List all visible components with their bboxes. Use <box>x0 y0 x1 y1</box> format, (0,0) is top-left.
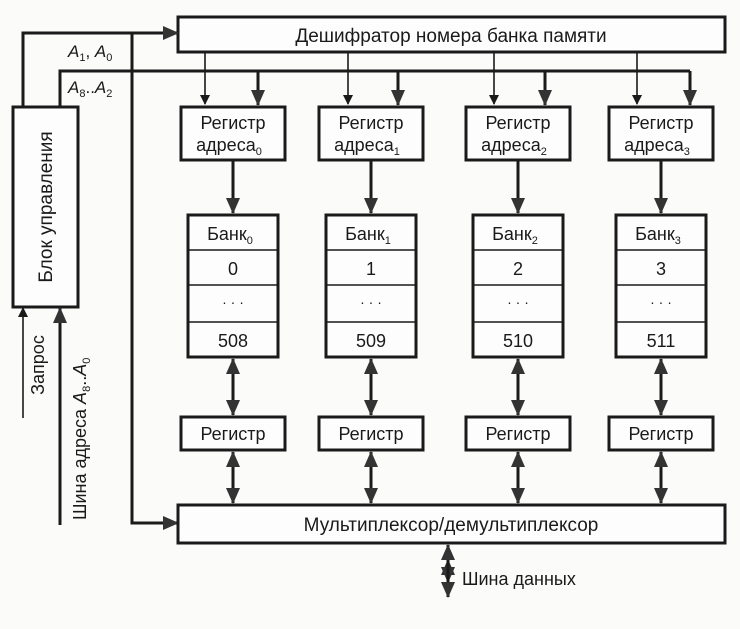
bank-label: Банк2 <box>492 224 538 247</box>
bank-ellipsis-cell: · · · <box>507 294 529 310</box>
a8a2-bus-line <box>58 69 690 107</box>
bank-box <box>324 213 418 359</box>
a1a0-line <box>21 26 179 107</box>
address-register-label: Регистр <box>485 113 550 133</box>
data-register-label: Регистр <box>200 424 265 444</box>
bank-last-cell: 511 <box>647 331 676 351</box>
bank-first-cell: 2 <box>513 259 523 279</box>
address-register-sublabel: адреса1 <box>334 135 400 158</box>
mux-label: Мультиплексор/демультиплексор <box>304 515 599 536</box>
control-block-box <box>11 105 80 309</box>
address-register-label: Регистр <box>200 113 265 133</box>
data-register-label: Регистр <box>485 424 550 444</box>
decoder-label: Дешифратор номера банка памяти <box>295 26 606 47</box>
bank-last-cell: 510 <box>503 331 533 351</box>
data-register-box <box>607 415 715 452</box>
bank-first-cell: 1 <box>366 259 376 279</box>
control-to-mux-line <box>130 33 179 530</box>
bank-first-cell: 3 <box>656 259 666 279</box>
data-register-label: Регистр <box>338 424 403 444</box>
data-register-label: Регистр <box>628 424 693 444</box>
data-register-box <box>179 415 287 452</box>
bank-box <box>186 213 280 359</box>
bank-ellipsis-cell: · · · <box>360 294 382 310</box>
data-register-box <box>317 415 425 452</box>
data-bus-label: Шина данных <box>462 569 576 589</box>
address-register-sublabel: адреса2 <box>481 135 547 158</box>
request-label: Запрос <box>28 335 48 395</box>
address-register-sublabel: адреса0 <box>196 135 262 158</box>
control-block-label: Блок управления <box>36 131 57 282</box>
bank-ellipsis-cell: · · · <box>222 294 244 310</box>
a8a2-label: A8..A2 <box>67 78 112 100</box>
address-register-label: Регистр <box>338 113 403 133</box>
bank-ellipsis-cell: · · · <box>650 294 672 310</box>
address-register-sublabel: адреса3 <box>624 135 690 158</box>
data-register-box <box>464 415 572 452</box>
bank-label: Банк0 <box>207 224 253 247</box>
bank-last-cell: 509 <box>356 331 386 351</box>
bank-first-cell: 0 <box>228 259 238 279</box>
address-register-box <box>607 105 715 162</box>
bank-label: Банк3 <box>635 224 681 247</box>
bank-label: Банк1 <box>345 224 391 247</box>
address-register-label: Регистр <box>628 113 693 133</box>
bank-last-cell: 508 <box>218 331 248 351</box>
bank-box <box>614 213 708 359</box>
bank-box <box>471 213 565 359</box>
mux-box <box>176 503 727 545</box>
a1a0-label: A1, A0 <box>67 42 112 64</box>
address-bus-label: Шина адреса A8..A0 <box>70 358 93 520</box>
address-register-box <box>179 105 287 162</box>
